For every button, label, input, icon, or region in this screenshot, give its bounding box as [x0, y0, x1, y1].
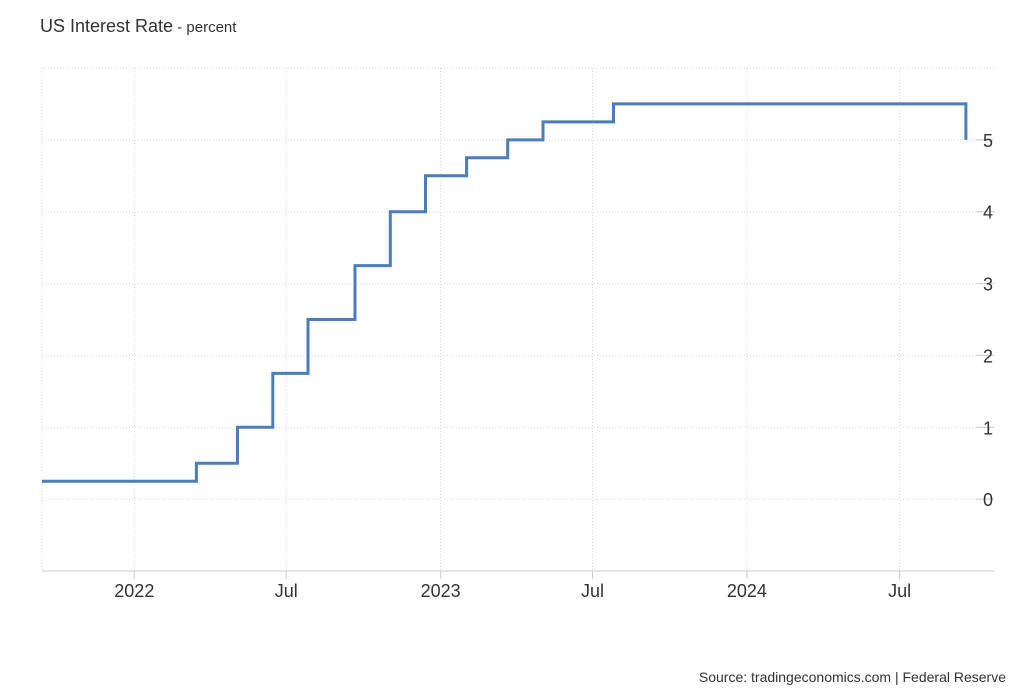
y-tick-label: 0	[983, 490, 993, 510]
x-tick-label: Jul	[275, 581, 298, 601]
y-tick-label: 1	[983, 418, 993, 438]
chart-title-text: US Interest Rate	[40, 16, 174, 36]
x-tick-label: Jul	[581, 581, 604, 601]
y-tick-label: 5	[983, 131, 993, 151]
y-tick-label: 3	[983, 275, 993, 295]
x-tick-label: 2022	[114, 581, 154, 601]
source-note: Source: tradingeconomics.com | Federal R…	[698, 669, 1006, 685]
y-tick-label: 4	[983, 203, 993, 223]
chart-unit-label: - percent	[173, 19, 237, 36]
chart-title: US Interest Rate - percent	[40, 16, 236, 37]
x-tick-label: 2024	[727, 581, 767, 601]
x-tick-label: Jul	[888, 581, 911, 601]
x-tick-label: 2023	[421, 581, 461, 601]
y-tick-label: 2	[983, 346, 993, 366]
series-line	[42, 102, 968, 483]
